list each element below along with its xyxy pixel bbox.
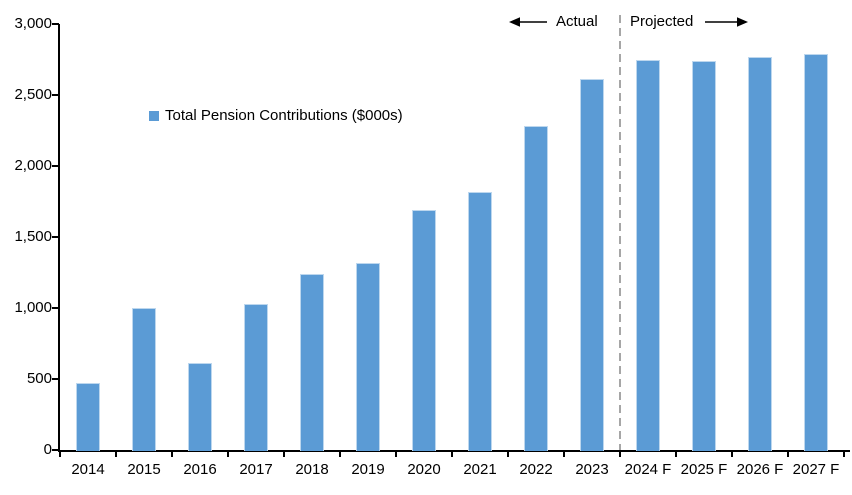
- x-tick-label: 2027 F: [792, 461, 840, 478]
- projected-label: Projected: [630, 13, 694, 30]
- bar-2015: [132, 308, 156, 451]
- x-tick: [171, 452, 173, 457]
- bar-2023: [580, 79, 604, 451]
- x-tick-label: 2016: [183, 461, 217, 478]
- y-tick: [52, 307, 59, 309]
- x-tick: [563, 452, 565, 457]
- y-tick-label: 2,000: [14, 157, 52, 174]
- y-tick: [52, 236, 59, 238]
- x-tick: [675, 452, 677, 457]
- y-tick-label: 1,500: [14, 228, 52, 245]
- bar-2020: [412, 210, 436, 451]
- x-tick-label: 2023: [575, 461, 609, 478]
- bar-2022: [524, 126, 548, 451]
- y-tick-label: 3,000: [14, 15, 52, 32]
- bar-2026-f: [748, 57, 772, 451]
- y-tick-label: 1,000: [14, 299, 52, 316]
- x-tick: [115, 452, 117, 457]
- bar-2027-f: [804, 53, 828, 451]
- x-tick: [59, 452, 61, 457]
- projected-arrow-right-icon: [705, 17, 748, 27]
- x-tick-label: 2015: [127, 461, 161, 478]
- x-tick-label: 2021: [463, 461, 497, 478]
- x-tick-label: 2017: [239, 461, 273, 478]
- x-tick-label: 2022: [519, 461, 553, 478]
- bar-2016: [188, 362, 212, 451]
- y-tick: [52, 23, 59, 25]
- bar-2014: [76, 382, 100, 451]
- actual-arrow-left-icon: [509, 17, 547, 27]
- y-tick: [52, 94, 59, 96]
- y-tick-label: 0: [43, 441, 52, 458]
- x-tick: [843, 452, 845, 457]
- actual-projected-divider: [619, 15, 621, 450]
- y-tick-label: 500: [26, 370, 52, 387]
- y-tick: [52, 165, 59, 167]
- actual-label: Actual: [556, 13, 598, 30]
- x-tick: [395, 452, 397, 457]
- x-tick: [787, 452, 789, 457]
- x-axis-line: [58, 450, 850, 452]
- x-tick-label: 2025 F: [680, 461, 728, 478]
- y-axis-line: [58, 24, 60, 452]
- bar-2019: [356, 262, 380, 451]
- x-tick: [731, 452, 733, 457]
- x-tick-label: 2019: [351, 461, 385, 478]
- bar-2024-f: [636, 59, 660, 451]
- x-tick-label: 2024 F: [624, 461, 672, 478]
- x-tick-label: 2020: [407, 461, 441, 478]
- x-tick: [283, 452, 285, 457]
- bar-2025-f: [692, 60, 716, 451]
- y-tick: [52, 449, 59, 451]
- bar-2018: [300, 273, 324, 451]
- bar-2017: [244, 303, 268, 451]
- bar-2021: [468, 191, 492, 451]
- x-tick: [619, 452, 621, 457]
- x-tick-label: 2026 F: [736, 461, 784, 478]
- legend: Total Pension Contributions ($000s): [149, 107, 403, 124]
- y-tick-label: 2,500: [14, 86, 52, 103]
- x-tick: [451, 452, 453, 457]
- x-tick-label: 2018: [295, 461, 329, 478]
- x-tick: [339, 452, 341, 457]
- x-tick: [227, 452, 229, 457]
- x-tick-label: 2014: [71, 461, 105, 478]
- y-tick: [52, 378, 59, 380]
- legend-swatch-icon: [149, 110, 159, 121]
- legend-label: Total Pension Contributions ($000s): [165, 107, 403, 124]
- x-tick: [507, 452, 509, 457]
